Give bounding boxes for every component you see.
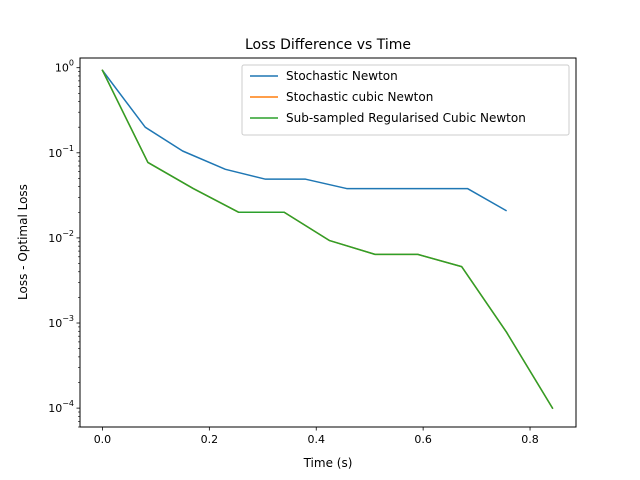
y-axis: 100 10−1 10−2 10−3 10−4 <box>48 59 80 428</box>
y-tick-label-0: 100 <box>55 59 74 75</box>
legend-label-1: Stochastic cubic Newton <box>286 90 433 104</box>
x-tick-label-0: 0.0 <box>94 433 112 446</box>
y-tick-label-3: 10−3 <box>48 314 74 330</box>
y-tick-label-2: 10−2 <box>48 229 74 245</box>
y-tick-label-4: 10−4 <box>48 399 74 415</box>
y-axis-label: Loss - Optimal Loss <box>16 184 30 300</box>
legend-box <box>241 64 570 136</box>
legend-label-0: Stochastic Newton <box>286 69 398 83</box>
plot-frame <box>79 57 577 428</box>
legend: Stochastic Newton Stochastic cubic Newton… <box>241 64 570 136</box>
x-axis: 0.0 0.2 0.4 0.6 0.8 <box>94 427 539 446</box>
chart-title: Loss Difference vs Time <box>245 37 411 53</box>
x-axis-label: Time (s) <box>303 456 353 470</box>
x-tick-label-3: 0.6 <box>414 433 432 446</box>
x-tick-label-4: 0.8 <box>521 433 539 446</box>
legend-label-2: Sub-sampled Regularised Cubic Newton <box>286 111 526 125</box>
x-tick-label-2: 0.4 <box>307 433 325 446</box>
series-layer <box>101 69 554 410</box>
series-line-0 <box>101 69 508 212</box>
x-tick-label-1: 0.2 <box>201 433 219 446</box>
series-line-2 <box>101 69 554 410</box>
y-tick-label-1: 10−1 <box>48 144 74 160</box>
